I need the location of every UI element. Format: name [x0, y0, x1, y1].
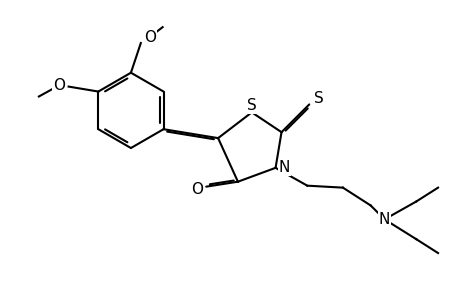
Text: O: O	[144, 30, 156, 45]
Text: O: O	[53, 78, 65, 93]
Text: N: N	[378, 212, 389, 227]
Text: S: S	[246, 98, 256, 113]
Text: O: O	[191, 182, 203, 197]
Text: N: N	[278, 160, 290, 175]
Text: S: S	[313, 91, 323, 106]
